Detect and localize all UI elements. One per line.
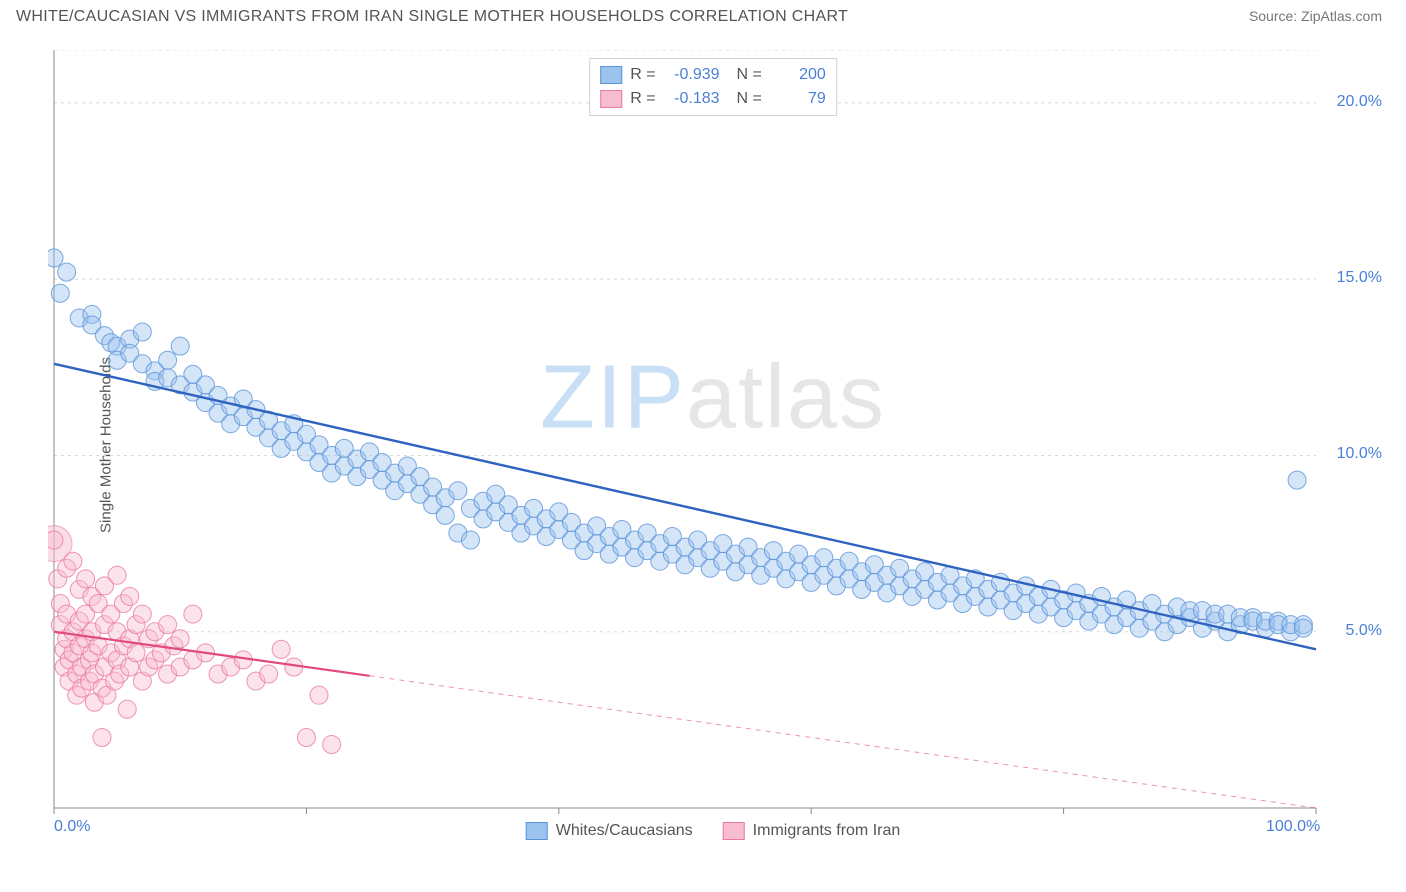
series-legend: Whites/Caucasians Immigrants from Iran bbox=[526, 822, 901, 840]
legend-r-label: R = bbox=[630, 87, 655, 111]
legend-item-whites: Whites/Caucasians bbox=[526, 822, 693, 840]
legend-n-label: N = bbox=[728, 63, 762, 87]
y-tick-label: 15.0% bbox=[1322, 269, 1382, 287]
legend-item-label: Whites/Caucasians bbox=[556, 822, 693, 840]
legend-n-label: N = bbox=[728, 87, 762, 111]
legend-r-value-pink: -0.183 bbox=[664, 87, 720, 111]
legend-r-value-blue: -0.939 bbox=[664, 63, 720, 87]
y-tick-label: 20.0% bbox=[1322, 93, 1382, 111]
correlation-legend: R = -0.939 N = 200 R = -0.183 N = 79 bbox=[589, 58, 837, 116]
legend-row-pink: R = -0.183 N = 79 bbox=[600, 87, 826, 111]
x-tick-label: 0.0% bbox=[54, 818, 90, 836]
legend-item-label: Immigrants from Iran bbox=[753, 822, 901, 840]
legend-item-iran: Immigrants from Iran bbox=[723, 822, 901, 840]
legend-row-blue: R = -0.939 N = 200 bbox=[600, 63, 826, 87]
correlation-chart: Single Mother Households ZIPatlas R = -0… bbox=[48, 50, 1378, 840]
legend-swatch-pink bbox=[600, 90, 622, 108]
legend-r-label: R = bbox=[630, 63, 655, 87]
legend-n-value-blue: 200 bbox=[770, 63, 826, 87]
x-tick-label: 100.0% bbox=[1266, 818, 1320, 836]
legend-swatch-icon bbox=[526, 822, 548, 840]
source-label: Source: ZipAtlas.com bbox=[1249, 8, 1382, 24]
y-tick-label: 10.0% bbox=[1322, 445, 1382, 463]
legend-n-value-pink: 79 bbox=[770, 87, 826, 111]
chart-title: WHITE/CAUCASIAN VS IMMIGRANTS FROM IRAN … bbox=[16, 8, 848, 26]
y-tick-label: 5.0% bbox=[1322, 622, 1382, 640]
legend-swatch-icon bbox=[723, 822, 745, 840]
legend-swatch-blue bbox=[600, 66, 622, 84]
scatter-plot-svg bbox=[48, 50, 1378, 840]
